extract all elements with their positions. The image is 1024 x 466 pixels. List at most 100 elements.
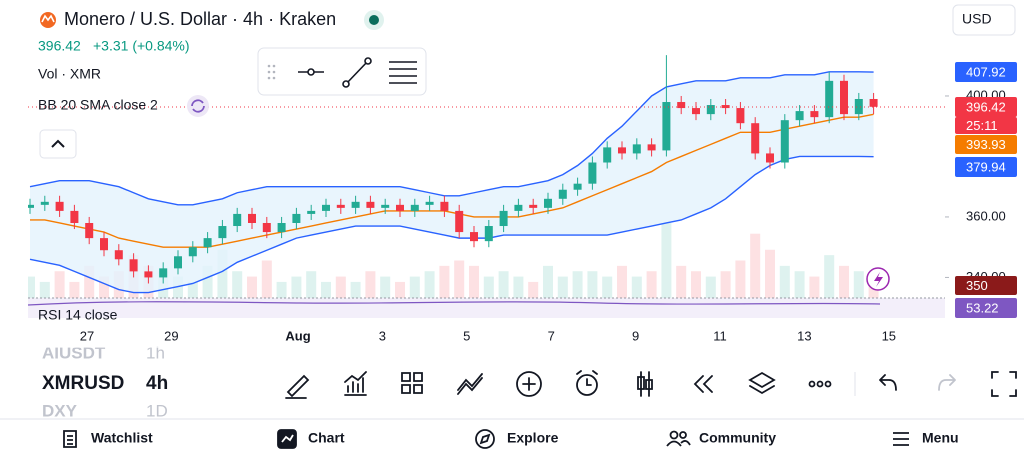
volume-bar [217, 249, 228, 298]
indicator-label: RSI 14 close [38, 307, 118, 323]
price-tag [955, 62, 1017, 82]
candle-body [529, 204, 538, 208]
nav-item[interactable]: Menu [922, 430, 959, 446]
candle-body [188, 247, 197, 257]
volume-bar [498, 271, 509, 298]
candle-body [203, 238, 212, 248]
volume-bar [409, 276, 420, 298]
candle-body [810, 111, 819, 118]
layers-tool[interactable] [748, 371, 776, 395]
last-price: 396.42 [38, 38, 81, 54]
add-tool[interactable] [516, 371, 542, 397]
indicator-reload[interactable] [187, 95, 209, 117]
volume-bar [557, 276, 568, 298]
candle-body [440, 201, 449, 211]
candle-body [499, 210, 508, 227]
currency-button[interactable] [952, 4, 1016, 36]
watch-symbol: XMRUSD [42, 373, 124, 394]
candle-body [766, 153, 774, 163]
volume-bar [824, 255, 835, 298]
volume-bar [321, 281, 331, 298]
candle-body [277, 222, 286, 233]
watch-interval: 1D [146, 401, 168, 420]
trend-line-tool[interactable] [345, 60, 369, 85]
collapse-button[interactable] [39, 129, 77, 159]
fib-tool[interactable] [389, 61, 417, 84]
volume-bar [572, 271, 583, 298]
candle-body [706, 105, 715, 115]
nav-item[interactable]: Community [699, 430, 776, 446]
candle-body [85, 222, 94, 239]
tool-handle [307, 68, 315, 76]
price-axis: 340.00360.00400.00407.92396.4225:11393.9… [945, 62, 1017, 318]
candle-body [248, 213, 256, 223]
candle-body [28, 204, 34, 208]
volume-bar [424, 271, 435, 298]
volume-bar [661, 223, 672, 298]
compare-tool[interactable] [457, 373, 483, 395]
x-tick-label: 5 [463, 328, 470, 343]
x-tick-label: 27 [80, 328, 94, 343]
chart-pane [28, 55, 879, 298]
alert-tool[interactable] [576, 374, 598, 396]
candle-body [558, 189, 567, 199]
candle-body [381, 204, 390, 208]
volume-bar [765, 249, 775, 298]
volume-bar [99, 276, 109, 298]
rsi-line [27, 301, 881, 306]
tool-handle [364, 57, 372, 65]
volume-bar [39, 281, 50, 298]
volume-bar [691, 271, 701, 298]
candle-body [425, 201, 434, 205]
x-tick-label: 29 [164, 328, 178, 343]
candle-body [825, 80, 834, 118]
fullscreen[interactable] [991, 371, 1017, 397]
volume-bar [779, 265, 790, 298]
volume-bar [839, 265, 849, 298]
volume-bar [28, 276, 35, 298]
candle-body [662, 102, 671, 151]
candle-body [396, 204, 404, 211]
volume-bar [232, 271, 243, 298]
candle-body [233, 213, 242, 227]
volume-bar [587, 271, 598, 298]
chart-type-tool[interactable] [637, 371, 653, 397]
bb-upper [29, 71, 874, 206]
volume-bar [646, 271, 657, 298]
candle-body [780, 120, 789, 163]
volume-bar [84, 265, 95, 298]
volume-bar [543, 265, 553, 298]
volume-bar [469, 265, 479, 298]
indicators-tool[interactable] [344, 371, 367, 396]
watchlist-picker[interactable]: AIUSDT 1h XMRUSD 4h DXY 1D [0, 340, 180, 420]
candle-body [262, 222, 271, 233]
nav-item[interactable]: Chart [308, 430, 345, 446]
x-tick-label: 15 [882, 328, 896, 343]
price-tag [955, 97, 1017, 117]
currency: USD [962, 11, 992, 27]
price-change: +3.31 (+0.84%) [93, 38, 190, 54]
brush-tool[interactable] [285, 374, 310, 399]
volume-bar [454, 260, 465, 298]
rsi-pane [28, 298, 945, 318]
candle-body [351, 201, 360, 208]
candle-body [854, 98, 863, 115]
volume-bar [247, 276, 257, 298]
candle-body [322, 204, 330, 211]
watch-symbol: DXY [42, 401, 78, 420]
flash-glyph [874, 272, 883, 287]
candle-body [603, 147, 612, 163]
nav-item[interactable]: Watchlist [91, 430, 153, 446]
candle-body [114, 250, 123, 260]
candle-body [677, 102, 686, 109]
templates-tool[interactable] [401, 372, 423, 394]
bb-middle [30, 113, 874, 248]
candle-body [470, 232, 478, 242]
redo[interactable] [938, 374, 956, 391]
reload-glyph [191, 99, 205, 113]
replay-tool[interactable] [693, 375, 713, 393]
nav-item[interactable]: Explore [507, 430, 559, 446]
undo[interactable] [879, 374, 897, 391]
volume-bar [335, 276, 346, 298]
candle-body [573, 183, 582, 190]
